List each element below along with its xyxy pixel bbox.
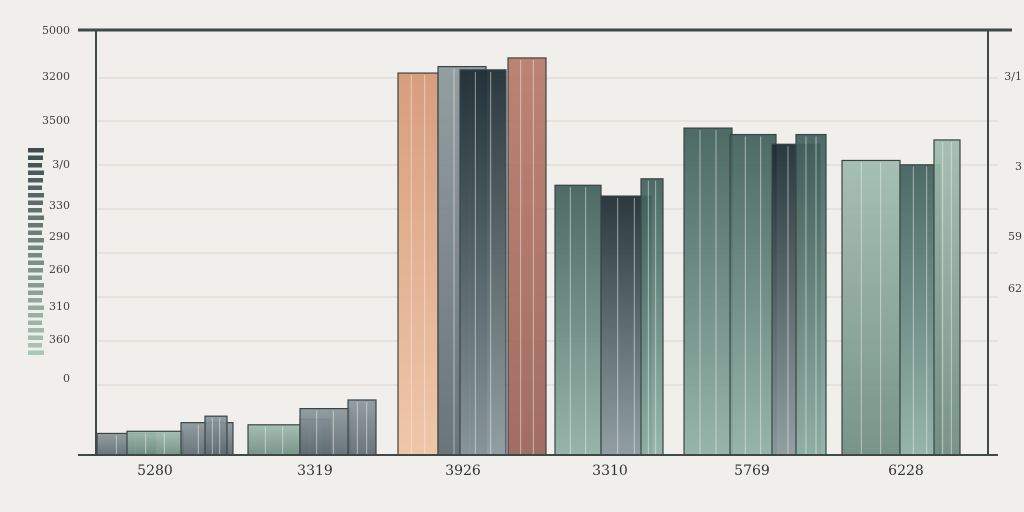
y-tick-label-left: 330 bbox=[49, 199, 70, 212]
legend-strip-segment bbox=[28, 328, 44, 333]
legend-strip-segment bbox=[28, 350, 44, 355]
legend-strip-segment bbox=[28, 208, 42, 213]
bar bbox=[841, 159, 901, 456]
legend-strip-segment bbox=[28, 283, 44, 288]
category-label: 3310 bbox=[592, 463, 628, 479]
bar-group-3319 bbox=[247, 399, 377, 456]
category-label: 3926 bbox=[445, 463, 481, 479]
y-tick-label-left: 0 bbox=[63, 372, 70, 385]
legend-strip-segment bbox=[28, 223, 43, 228]
legend-strip-segment bbox=[28, 298, 42, 303]
legend-strip-segment bbox=[28, 178, 43, 183]
bar-group-5280 bbox=[96, 415, 234, 456]
y-tick-label-left: 290 bbox=[49, 230, 70, 243]
bar bbox=[507, 57, 547, 456]
bars bbox=[96, 57, 961, 456]
bar-group-5769 bbox=[683, 127, 827, 456]
category-label: 6228 bbox=[888, 463, 924, 479]
bar bbox=[795, 133, 827, 456]
y-tick-label-right: 62 bbox=[1008, 282, 1022, 295]
bar-group-3926 bbox=[397, 57, 547, 456]
category-label: 5769 bbox=[734, 463, 770, 479]
legend-strip-segment bbox=[28, 193, 44, 198]
y-tick-label-left: 3500 bbox=[42, 114, 70, 127]
axes bbox=[78, 28, 1012, 456]
legend-strip-segment bbox=[28, 305, 44, 310]
y-tick-label-left: 260 bbox=[49, 263, 70, 276]
legend-strip-segment bbox=[28, 148, 44, 153]
legend-strip-segment bbox=[28, 215, 44, 220]
legend-strip-segment bbox=[28, 185, 42, 190]
y-tick-label-left: 3200 bbox=[42, 70, 70, 83]
legend-strip-segment bbox=[28, 155, 43, 160]
legend-strip-segment bbox=[28, 290, 43, 295]
bar bbox=[640, 178, 664, 456]
y-tick-label-right: 3/1 bbox=[1004, 70, 1022, 83]
y-tick-label-left: 310 bbox=[49, 300, 70, 313]
legend-strip-segment bbox=[28, 170, 44, 175]
bar-group-6228 bbox=[841, 139, 961, 456]
bar bbox=[554, 184, 602, 456]
legend-strip-segment bbox=[28, 253, 42, 258]
bar-group-3310 bbox=[554, 178, 664, 456]
legend-strip-segment bbox=[28, 335, 43, 340]
gridlines bbox=[96, 77, 998, 386]
bar bbox=[126, 430, 184, 456]
bar bbox=[933, 139, 961, 456]
legend-gradient-strip bbox=[28, 148, 44, 355]
y-tick-label-left: 5000 bbox=[42, 24, 70, 37]
bar bbox=[299, 408, 351, 456]
legend-strip-segment bbox=[28, 320, 42, 325]
y-tick-label-left: 360 bbox=[49, 333, 70, 346]
bar bbox=[247, 424, 301, 456]
bar bbox=[347, 399, 377, 456]
legend-strip-segment bbox=[28, 163, 42, 168]
legend-strip-segment bbox=[28, 275, 42, 280]
legend-strip-segment bbox=[28, 260, 44, 265]
category-label: 3319 bbox=[297, 463, 333, 479]
bar bbox=[459, 69, 507, 456]
legend-strip-segment bbox=[28, 200, 43, 205]
legend-strip-segment bbox=[28, 343, 42, 348]
legend-strip-segment bbox=[28, 245, 43, 250]
legend-strip-segment bbox=[28, 268, 43, 273]
category-label: 5280 bbox=[137, 463, 173, 479]
tick-labels: 5000 3200 3500 3/0 330 290 260 310 360 0 3/1 3 59 62 5… bbox=[42, 24, 1022, 479]
bar bbox=[204, 415, 228, 456]
y-tick-label-right: 3 bbox=[1015, 160, 1022, 173]
legend-strip-segment bbox=[28, 230, 42, 235]
bar bbox=[397, 72, 439, 456]
y-tick-label-left: 3/0 bbox=[52, 158, 70, 171]
legend-strip-segment bbox=[28, 238, 44, 243]
bar bbox=[729, 133, 777, 456]
legend-strip-segment bbox=[28, 313, 43, 318]
bar bbox=[683, 127, 733, 456]
y-tick-label-right: 59 bbox=[1008, 230, 1022, 243]
